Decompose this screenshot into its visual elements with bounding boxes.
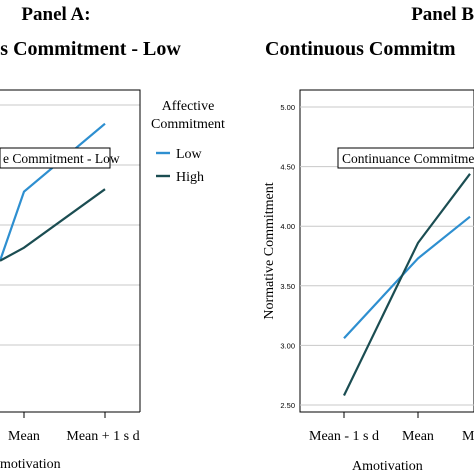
legend-title-line1: Affective	[162, 99, 215, 114]
legend-title-line2: Commitment	[151, 117, 225, 132]
panel-b-y-tick-label: 3.00	[280, 341, 295, 350]
panel-a-x-tick-label: Mean	[8, 429, 40, 444]
panel-b-y-tick-label: 5.00	[280, 103, 295, 112]
panel-b-x-tick-label: Mean	[402, 429, 434, 444]
panel-a-series-low-line	[0, 122, 106, 262]
panel-a-subtitle: us Commitment - Low	[0, 38, 181, 60]
panel-a-x-tick-label: Mean + 1 s d	[66, 429, 139, 444]
panel-b-plot: 2.50 3.00 3.50 4.00 4.50 5.00 Continuance Com…	[280, 89, 474, 474]
panel-a-plot: e Commitment - Low Mean Mean + 1 s d mot…	[0, 89, 141, 472]
panel-a-frame	[0, 89, 141, 412]
panel-b-y-tick-label: 4.50	[280, 163, 295, 172]
panel-b-title: Panel B	[411, 4, 474, 25]
panel-b-series-high-line	[343, 173, 471, 396]
panel-b-subtitle: Continuous Commitm	[265, 38, 456, 60]
panel-b-annotation: Continuance Commitment -	[342, 151, 474, 166]
panel-b-y-tick-label: 4.00	[280, 222, 295, 231]
panel-a-x-axis-label: motivation	[0, 457, 61, 472]
panel-b-x-tick-label: Mean - 1 s d	[309, 429, 379, 444]
legend: Affective Commitment Low High	[151, 99, 225, 185]
panel-a-title: Panel A:	[21, 4, 90, 25]
panel-a-annotation: e Commitment - Low	[3, 151, 120, 166]
panel-b-x-axis-label: Amotivation	[352, 459, 423, 474]
legend-label-high: High	[176, 170, 204, 185]
legend-label-low: Low	[176, 147, 203, 162]
panel-b-y-tick-label: 3.50	[280, 282, 295, 291]
panel-b-y-axis-label: Normative Commitment	[262, 182, 277, 319]
panel-b-frame	[299, 89, 474, 413]
panel-b-x-tick-label: M	[462, 429, 474, 444]
panel-b-y-tick-label: 2.50	[280, 401, 295, 410]
panel-a-annotation-box	[0, 147, 111, 169]
panel-b-annotation-box	[337, 147, 474, 169]
panel-a-series-high-line	[0, 188, 106, 262]
panel-b-series-low-line	[343, 215, 471, 339]
